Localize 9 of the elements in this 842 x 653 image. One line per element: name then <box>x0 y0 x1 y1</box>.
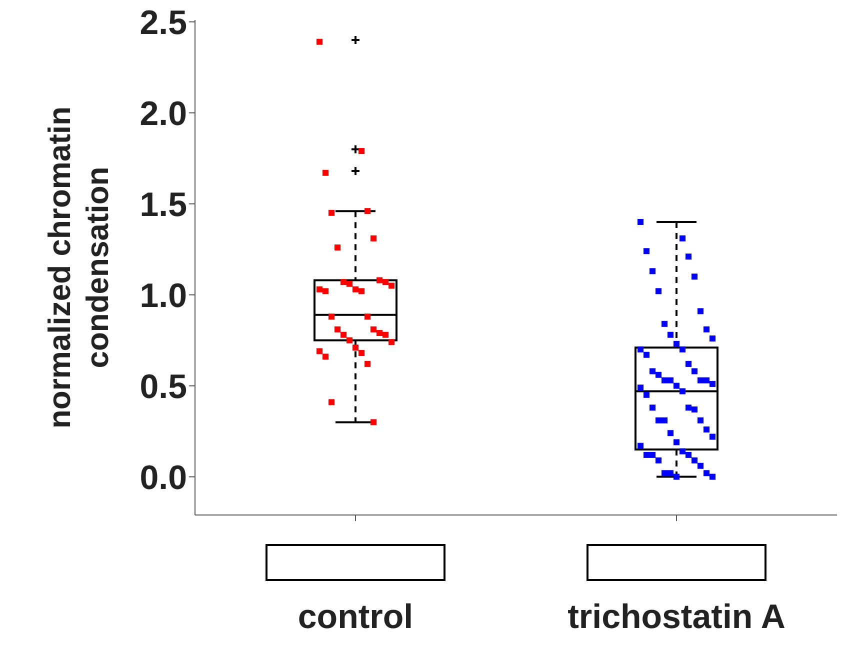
y-tick-label: 2.0 <box>140 94 187 133</box>
y-tick-label: 0.5 <box>140 368 187 406</box>
x-tick-label: control <box>298 598 414 636</box>
y-axis-title: normalized chromatin condensation <box>42 106 115 429</box>
y-tick-label: 1.0 <box>140 276 187 315</box>
y-tick-label: 2.5 <box>140 4 187 42</box>
y-tick-label: 1.5 <box>140 186 187 224</box>
x-tick-label: trichostatin A <box>568 598 786 636</box>
y-tick-label: 0.0 <box>140 458 187 497</box>
